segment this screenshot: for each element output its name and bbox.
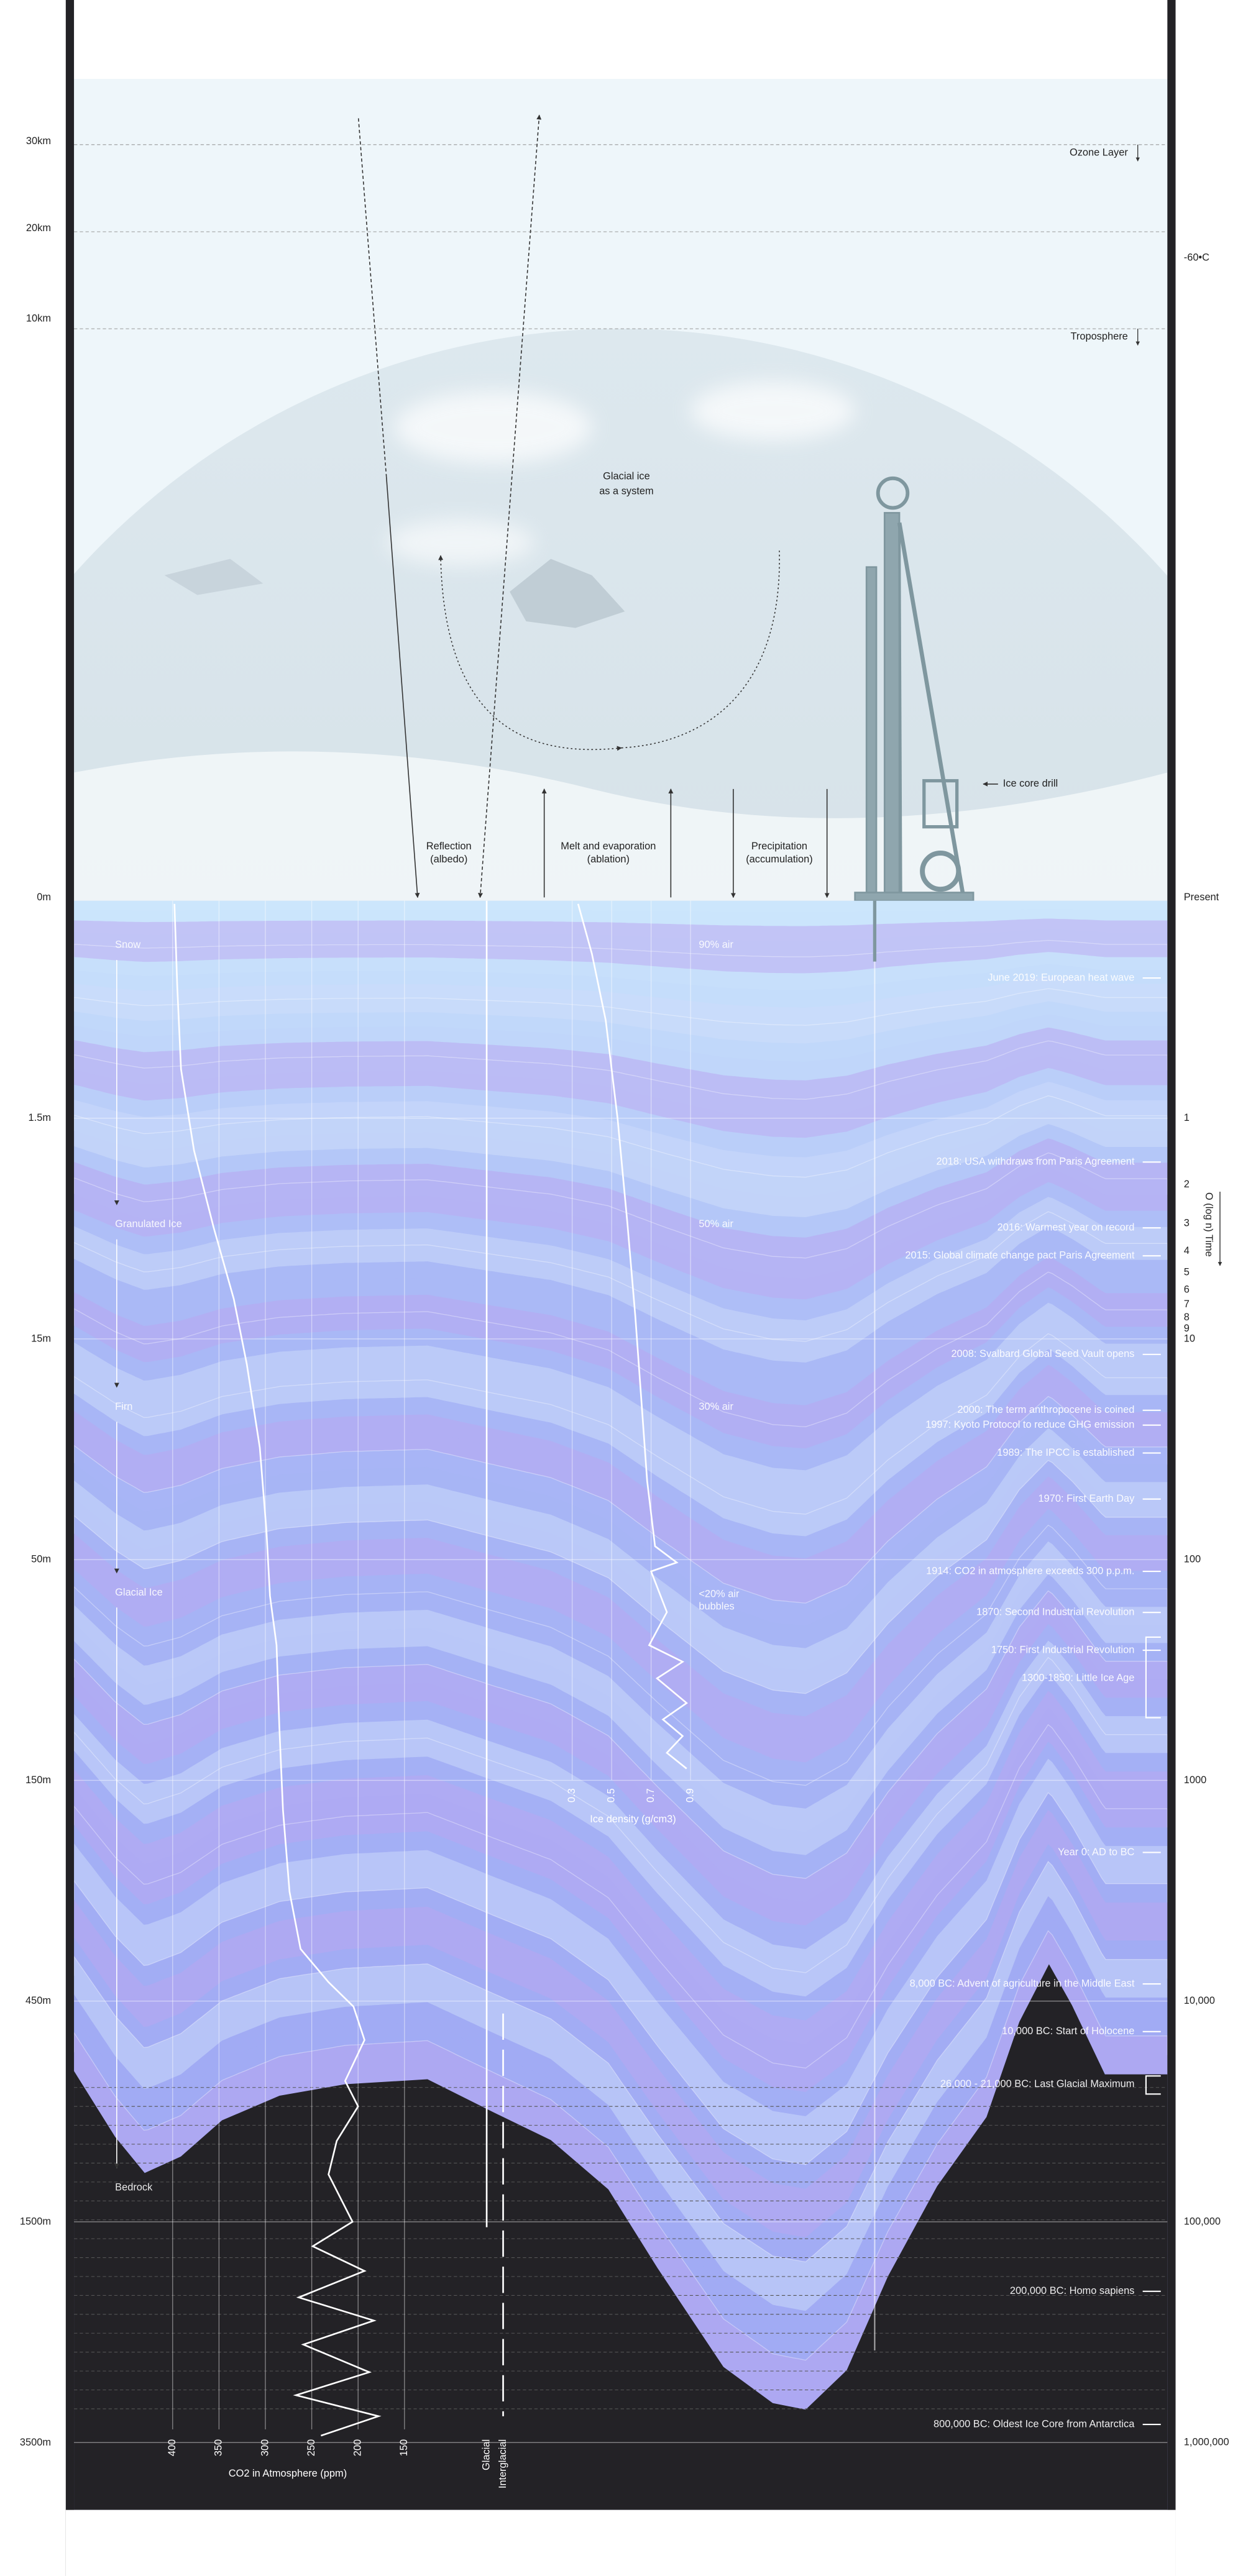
event-label: 8,000 BC: Advent of agriculture in the M…: [910, 1978, 1135, 1989]
co2-tick-label: 400: [167, 2439, 178, 2456]
density-tick-label: 0.9: [684, 1788, 695, 1802]
system-label: Glacial ice: [603, 471, 650, 482]
event-label: 2008: Svalbard Global Seed Vault opens: [951, 1348, 1134, 1359]
time-tick-label: 4: [1184, 1245, 1190, 1256]
troposphere-label: Troposphere: [1070, 331, 1127, 342]
air-label: 30% air: [699, 1401, 733, 1412]
time-tick-label: 10: [1184, 1333, 1195, 1344]
co2-tick-label: 200: [352, 2439, 364, 2456]
altitude-label: 10km: [26, 313, 51, 324]
time-tick-label: 1: [1184, 1112, 1190, 1123]
co2-tick-label: 350: [213, 2439, 224, 2456]
event-label: 26,000 - 21,000 BC: Last Glacial Maximum: [940, 2078, 1134, 2090]
time-tick-label: 10,000: [1184, 1995, 1215, 2006]
ice-body: [73, 900, 1168, 2512]
event-label: 1914: CO2 in atmosphere exceeds 300 p.p.…: [926, 1565, 1134, 1576]
ice-stage-label: Granulated Ice: [115, 1218, 182, 1230]
depth-label: 450m: [25, 1995, 51, 2006]
ice-core-drill: [854, 476, 975, 902]
depth-label: 15m: [31, 1333, 51, 1344]
time-tick-label: 3: [1184, 1218, 1190, 1229]
event-label: 1750: First Industrial Revolution: [991, 1644, 1135, 1655]
little-ice-age-bracket: [1145, 1636, 1161, 1719]
time-tick-label: Present: [1184, 892, 1219, 903]
ice-stage-label: Bedrock: [115, 2181, 153, 2193]
event-label: 2000: The term anthropocene is coined: [957, 1404, 1134, 1415]
process-arrows: [357, 114, 998, 898]
depth-label: 1500m: [20, 2216, 51, 2227]
time-tick-label: 6: [1184, 1284, 1190, 1295]
event-label: Year 0: AD to BC: [1058, 1847, 1134, 1858]
process-label: (albedo): [430, 854, 467, 865]
system-label: as a system: [599, 485, 653, 496]
footer: [65, 2510, 1176, 2576]
time-tick-label: 7: [1184, 1299, 1190, 1310]
time-tick-label: 100,000: [1184, 2216, 1221, 2227]
event-label: 2018: USA withdraws from Paris Agreement: [937, 1156, 1135, 1167]
event-label: 2016: Warmest year on record: [998, 1222, 1135, 1233]
ice-stage-label: Snow: [115, 939, 140, 950]
lgm-bracket: [1145, 2075, 1161, 2095]
co2-tick-label: 300: [259, 2439, 270, 2456]
depth-label: 0m: [37, 892, 51, 903]
sky-lines: [74, 144, 1168, 346]
event-label: 1870: Second Industrial Revolution: [976, 1607, 1134, 1618]
ozone-label: Ozone Layer: [1070, 147, 1128, 158]
co2-curve: [173, 903, 382, 2437]
depth-label: 50m: [31, 1554, 51, 1565]
ice-stage-label: Glacial Ice: [115, 1587, 163, 1598]
density-axis-label: Ice density (g/cm3): [590, 1814, 676, 1825]
event-label: 1989: The IPCC is established: [997, 1447, 1134, 1458]
time-tick-label: 1000: [1184, 1774, 1206, 1786]
depth-label: 1.5m: [29, 1112, 51, 1123]
air-label: bubbles: [699, 1601, 734, 1612]
co2-axis-label: CO2 in Atmosphere (ppm): [229, 2468, 347, 2479]
event-label: 200,000 BC: Homo sapiens: [1010, 2285, 1134, 2296]
event-label: 800,000 BC: Oldest Ice Core from Antarct…: [933, 2418, 1135, 2429]
density-tick-label: 0.5: [605, 1788, 617, 1802]
co2-tick-label: 150: [398, 2439, 410, 2456]
event-label: 1997: Kyoto Protocol to reduce GHG emiss…: [925, 1419, 1134, 1430]
process-label: (accumulation): [746, 854, 813, 865]
time-tick-label: 2: [1184, 1179, 1190, 1190]
time-tick-label: 9: [1184, 1323, 1190, 1334]
time-tick-label: 100: [1184, 1554, 1201, 1565]
event-label: 1300-1850: Little Ice Age: [1022, 1672, 1134, 1683]
climate-label: Glacial: [480, 2439, 492, 2470]
climate-label: Interglacial: [497, 2439, 508, 2488]
density-tick-label: 0.7: [645, 1788, 656, 1802]
air-label: 90% air: [699, 939, 733, 950]
drill-label: Ice core drill: [1003, 778, 1058, 789]
process-label: Reflection: [426, 841, 472, 852]
drill-core-top: [873, 900, 877, 962]
frame-left: [65, 0, 75, 2576]
ice-stage-label: Firn: [115, 1401, 132, 1412]
event-label: 1970: First Earth Day: [1039, 1493, 1135, 1504]
density-curve: [577, 903, 688, 1770]
depth-label: 150m: [25, 1774, 51, 1786]
process-label: (ablation): [587, 854, 630, 865]
air-label: 50% air: [699, 1218, 733, 1230]
co2-tick-label: 250: [306, 2439, 317, 2456]
process-label: Precipitation: [751, 841, 807, 852]
process-label: Melt and evaporation: [561, 841, 656, 852]
altitude-label: 30km: [26, 135, 51, 147]
temperature-label: -60•C: [1184, 252, 1209, 263]
frame-right: [1167, 0, 1176, 2576]
depth-label: 3500m: [20, 2437, 51, 2448]
event-label: June 2019: European heat wave: [988, 972, 1134, 983]
density-tick-label: 0.3: [566, 1788, 577, 1802]
time-tick-label: 8: [1184, 1312, 1190, 1323]
air-label: <20% air: [699, 1588, 740, 1599]
bedrock: [74, 1964, 1168, 2510]
time-tick-label: 1,000,000: [1184, 2437, 1229, 2448]
event-label: 10,000 BC: Start of Holocene: [1002, 2026, 1134, 2037]
altitude-label: 20km: [26, 222, 51, 234]
time-axis-title: O (log n) Time: [1203, 1192, 1214, 1257]
time-tick-label: 5: [1184, 1266, 1190, 1277]
event-label: 2015: Global climate change pact Paris A…: [905, 1249, 1134, 1261]
